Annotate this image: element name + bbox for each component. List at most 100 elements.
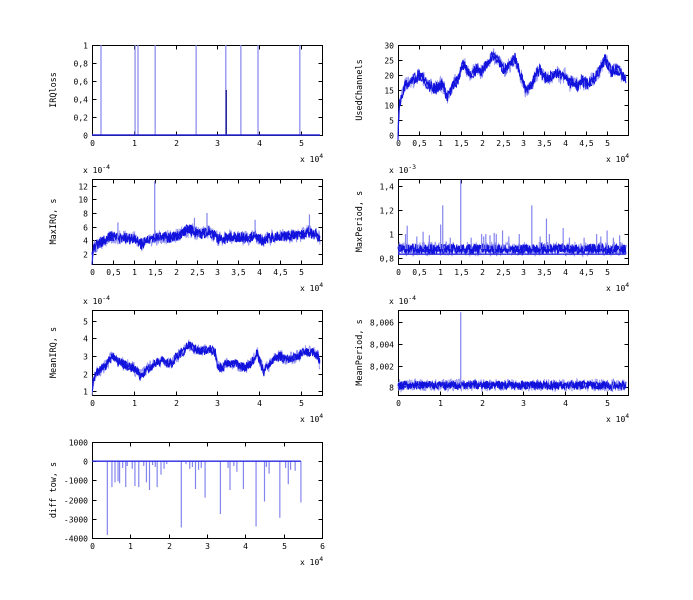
y-tick-label: 0,2: [74, 114, 89, 123]
x-tick-label: 2,5: [496, 139, 511, 148]
series-line: [91, 225, 321, 255]
plot-frame: [92, 442, 323, 539]
subplot-meanperiod-plot: 0 1 2 3 4 5 8 8,002 8,004 8,006 MeanPeriod, s x 10-…: [355, 294, 629, 424]
x-tick-label: 0: [90, 268, 95, 277]
y-axis-multiplier: x 10-3: [389, 163, 416, 175]
series-maxperiod: [397, 180, 627, 258]
plot-frame: [92, 310, 323, 396]
x-tick-label: 1: [132, 399, 137, 408]
series-maxirq: [91, 181, 321, 265]
x-tick-label: 6: [320, 542, 325, 551]
y-axis-label: MaxPeriod, s: [355, 191, 365, 252]
x-tick-label: 5: [299, 399, 304, 408]
y-tick-label: 8,006: [370, 319, 394, 328]
x-tick-label: 4,5: [273, 268, 288, 277]
y-axis-multiplier: x 10-4: [83, 163, 110, 175]
y-tick-label: 12: [78, 183, 88, 192]
x-tick-label: 1: [128, 542, 133, 551]
y-tick-label: 0,6: [74, 78, 89, 87]
y-tick-label: 4: [83, 335, 88, 344]
x-tick-label: 1: [132, 139, 137, 148]
x-axis-multiplier: x 104: [606, 281, 629, 293]
y-tick-label: 0,8: [380, 255, 395, 264]
tick-labels: 0 1 2 3 4 5 0 0,2 0,4 0,6 0,8 1: [74, 42, 305, 149]
y-tick-label: 25: [384, 57, 394, 66]
x-axis-multiplier: x 104: [300, 555, 323, 567]
x-tick-label: 3: [215, 268, 220, 277]
x-tick-label: 1: [132, 268, 137, 277]
axis-ticks: [398, 179, 629, 265]
y-tick-label: 8: [389, 384, 394, 393]
x-tick-label: 5: [299, 268, 304, 277]
x-tick-label: 1: [438, 399, 443, 408]
y-axis-label: diff tow, s: [49, 462, 59, 518]
x-tick-label: 3,5: [537, 139, 552, 148]
series-line: [397, 50, 627, 140]
x-tick-label: 4: [563, 399, 568, 408]
subplot-difftow-plot: 0 1 2 3 4 5 6 -4000 -3000 -2000 -1000 0 1000 diff tow…: [49, 439, 325, 568]
x-tick-label: 3: [521, 268, 526, 277]
subplot-usedchannels: 0 0,5 1 1,5 2 2,5 3 3,5 4 4,5 5 0 5 10 15 20 25 30 UsedCha…: [348, 27, 641, 169]
y-axis-label: MeanIRQ, s: [49, 327, 59, 378]
x-tick-label: 3,5: [537, 268, 552, 277]
y-tick-label: -1000: [64, 477, 88, 486]
x-tick-label: 4,5: [579, 139, 594, 148]
y-tick-label: 0: [83, 132, 88, 141]
x-tick-label: 2,5: [496, 268, 511, 277]
y-tick-label: 30: [384, 42, 394, 51]
tick-labels: 0 1 2 3 4 5 6 -4000 -3000 -2000 -1000 0 1000: [64, 439, 325, 552]
x-tick-label: 2: [174, 399, 179, 408]
x-tick-label: 0,5: [412, 139, 427, 148]
x-tick-label: 2: [480, 139, 485, 148]
y-tick-label: 8,002: [370, 363, 394, 372]
x-tick-label: 3: [215, 399, 220, 408]
x-tick-label: 5: [299, 139, 304, 148]
x-tick-label: 0: [396, 139, 401, 148]
x-tick-label: 1,5: [148, 268, 163, 277]
tick-labels: 0 1 2 3 4 5 8 8,002 8,004 8,006: [370, 319, 610, 409]
x-tick-label: 5: [605, 399, 610, 408]
axis-ticks: [92, 442, 323, 539]
y-tick-label: 10: [78, 196, 88, 205]
y-tick-label: 2: [83, 371, 88, 380]
x-tick-label: 4: [257, 139, 262, 148]
y-tick-label: -2000: [64, 497, 88, 506]
y-tick-label: 0,4: [74, 96, 89, 105]
x-tick-label: 0: [90, 542, 95, 551]
y-tick-label: 8: [83, 210, 88, 219]
y-axis-multiplier: x 10-4: [83, 294, 110, 306]
y-tick-label: 10: [384, 102, 394, 111]
x-tick-label: 2: [167, 542, 172, 551]
x-tick-label: 4,5: [579, 268, 594, 277]
x-tick-label: 1: [438, 268, 443, 277]
x-tick-label: 3: [215, 139, 220, 148]
y-axis-multiplier: x 10-4: [389, 294, 416, 306]
x-axis-multiplier: x 104: [300, 412, 323, 424]
series-meanperiod: [397, 312, 627, 393]
x-axis-multiplier: x 104: [606, 152, 629, 164]
subplot-maxperiod: 0 0,5 1 1,5 2 2,5 3 3,5 4 4,5 5 0,8 1 1,2 1,4 MaxPeriod…: [348, 161, 641, 298]
x-tick-label: 1,5: [454, 139, 469, 148]
series-line: [91, 341, 321, 391]
y-tick-label: 5: [83, 318, 88, 327]
series-line: [397, 242, 627, 256]
y-tick-label: 3: [83, 353, 88, 362]
series-difftow: [92, 460, 302, 536]
y-axis-label: IRQloss: [49, 72, 59, 108]
x-tick-label: 0: [90, 139, 95, 148]
x-tick-label: 4: [563, 268, 568, 277]
y-tick-label: 8,004: [370, 341, 394, 350]
tick-labels: 0 0,5 1 1,5 2 2,5 3 3,5 4 4,5 5 2 4 6 8 10 12: [78, 183, 304, 278]
y-tick-label: 5: [389, 117, 394, 126]
x-axis-multiplier: x 104: [300, 281, 323, 293]
y-tick-label: 15: [384, 87, 394, 96]
y-axis-label: MeanPeriod, s: [355, 319, 365, 386]
y-tick-label: 6: [83, 224, 88, 233]
series-usedchannels: [397, 48, 627, 141]
subplot-meanperiod: 0 1 2 3 4 5 8 8,002 8,004 8,006 MeanPeriod, s x 10-…: [348, 292, 641, 429]
x-axis-multiplier: x 104: [606, 412, 629, 424]
x-tick-label: 2: [174, 268, 179, 277]
x-tick-label: 3: [521, 139, 526, 148]
